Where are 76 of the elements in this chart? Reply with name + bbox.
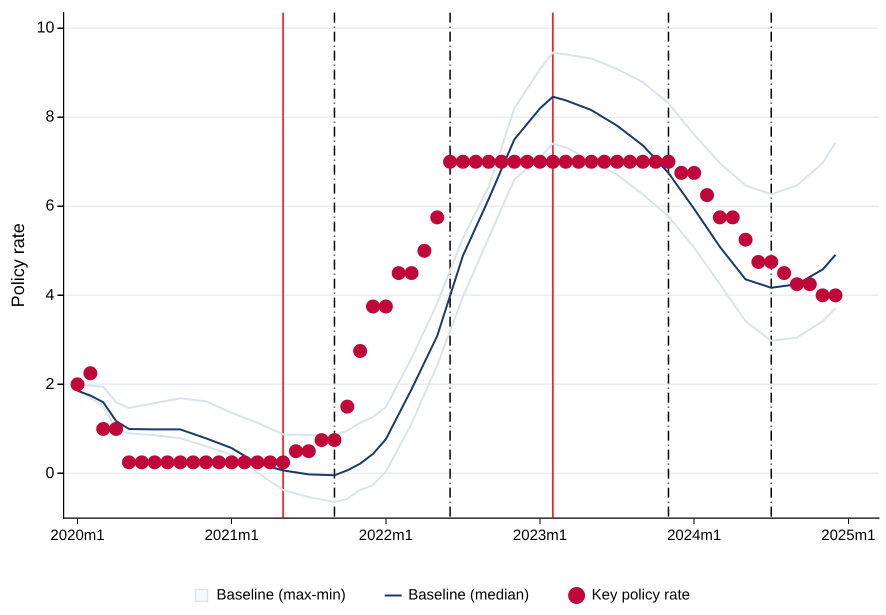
point [224,455,239,470]
y-tick-label: 0 [45,464,54,482]
point [353,344,368,358]
point [674,166,688,180]
point [494,154,508,169]
x-tick-label: 2020m1 [50,527,105,544]
point [738,232,753,247]
point [712,210,727,224]
point [597,154,612,169]
point [392,266,406,280]
point [109,422,124,436]
point [288,444,303,458]
point [430,210,444,224]
point [173,455,188,470]
point [572,154,586,169]
point [417,244,432,258]
legend-label: Baseline (max-min) [216,586,346,604]
point [148,455,162,470]
point [636,154,650,169]
point [443,154,458,169]
y-tick-label: 8 [45,108,54,126]
point [507,154,522,169]
point [700,188,714,202]
point [687,166,702,180]
point [816,288,830,302]
x-tick-label: 2022m1 [358,527,413,544]
x-tick-label: 2023m1 [512,527,568,544]
point [134,455,149,470]
point [96,422,110,436]
point [546,154,560,169]
point [250,455,264,470]
point [482,154,496,169]
point [212,455,226,470]
point [468,154,483,169]
y-tick-label: 2 [45,376,54,393]
point [198,455,213,470]
point [558,154,573,169]
point [314,433,329,448]
point [790,277,804,292]
point [238,455,252,470]
point [622,154,637,169]
y-axis-title: Policy rate [8,223,28,308]
point [456,154,470,169]
point [828,288,842,302]
point [186,455,200,470]
point [263,455,278,470]
legend-label: Key policy rate [592,586,690,604]
point [404,266,419,280]
point [661,154,676,169]
point [520,154,534,169]
point [83,366,98,380]
point [340,400,354,414]
x-tick-label: 2021m1 [204,527,259,544]
point [276,455,290,470]
point [122,455,136,470]
y-tick-label: 10 [36,20,54,37]
point [802,277,817,292]
point [70,377,85,392]
point [302,444,316,458]
point [726,210,740,224]
point [610,154,624,169]
legend-label: Baseline (median) [408,586,530,604]
y-tick-label: 6 [45,198,54,215]
point [751,254,766,269]
x-tick-label: 2025m1 [821,527,876,544]
point [533,154,548,169]
point [366,299,380,314]
y-tick-label: 4 [45,286,54,304]
point [648,154,663,169]
point [378,299,393,314]
point [327,433,342,448]
point [584,154,598,169]
point [764,254,778,269]
x-tick-label: 2024m1 [667,527,722,544]
point [777,266,792,280]
point [160,455,174,470]
